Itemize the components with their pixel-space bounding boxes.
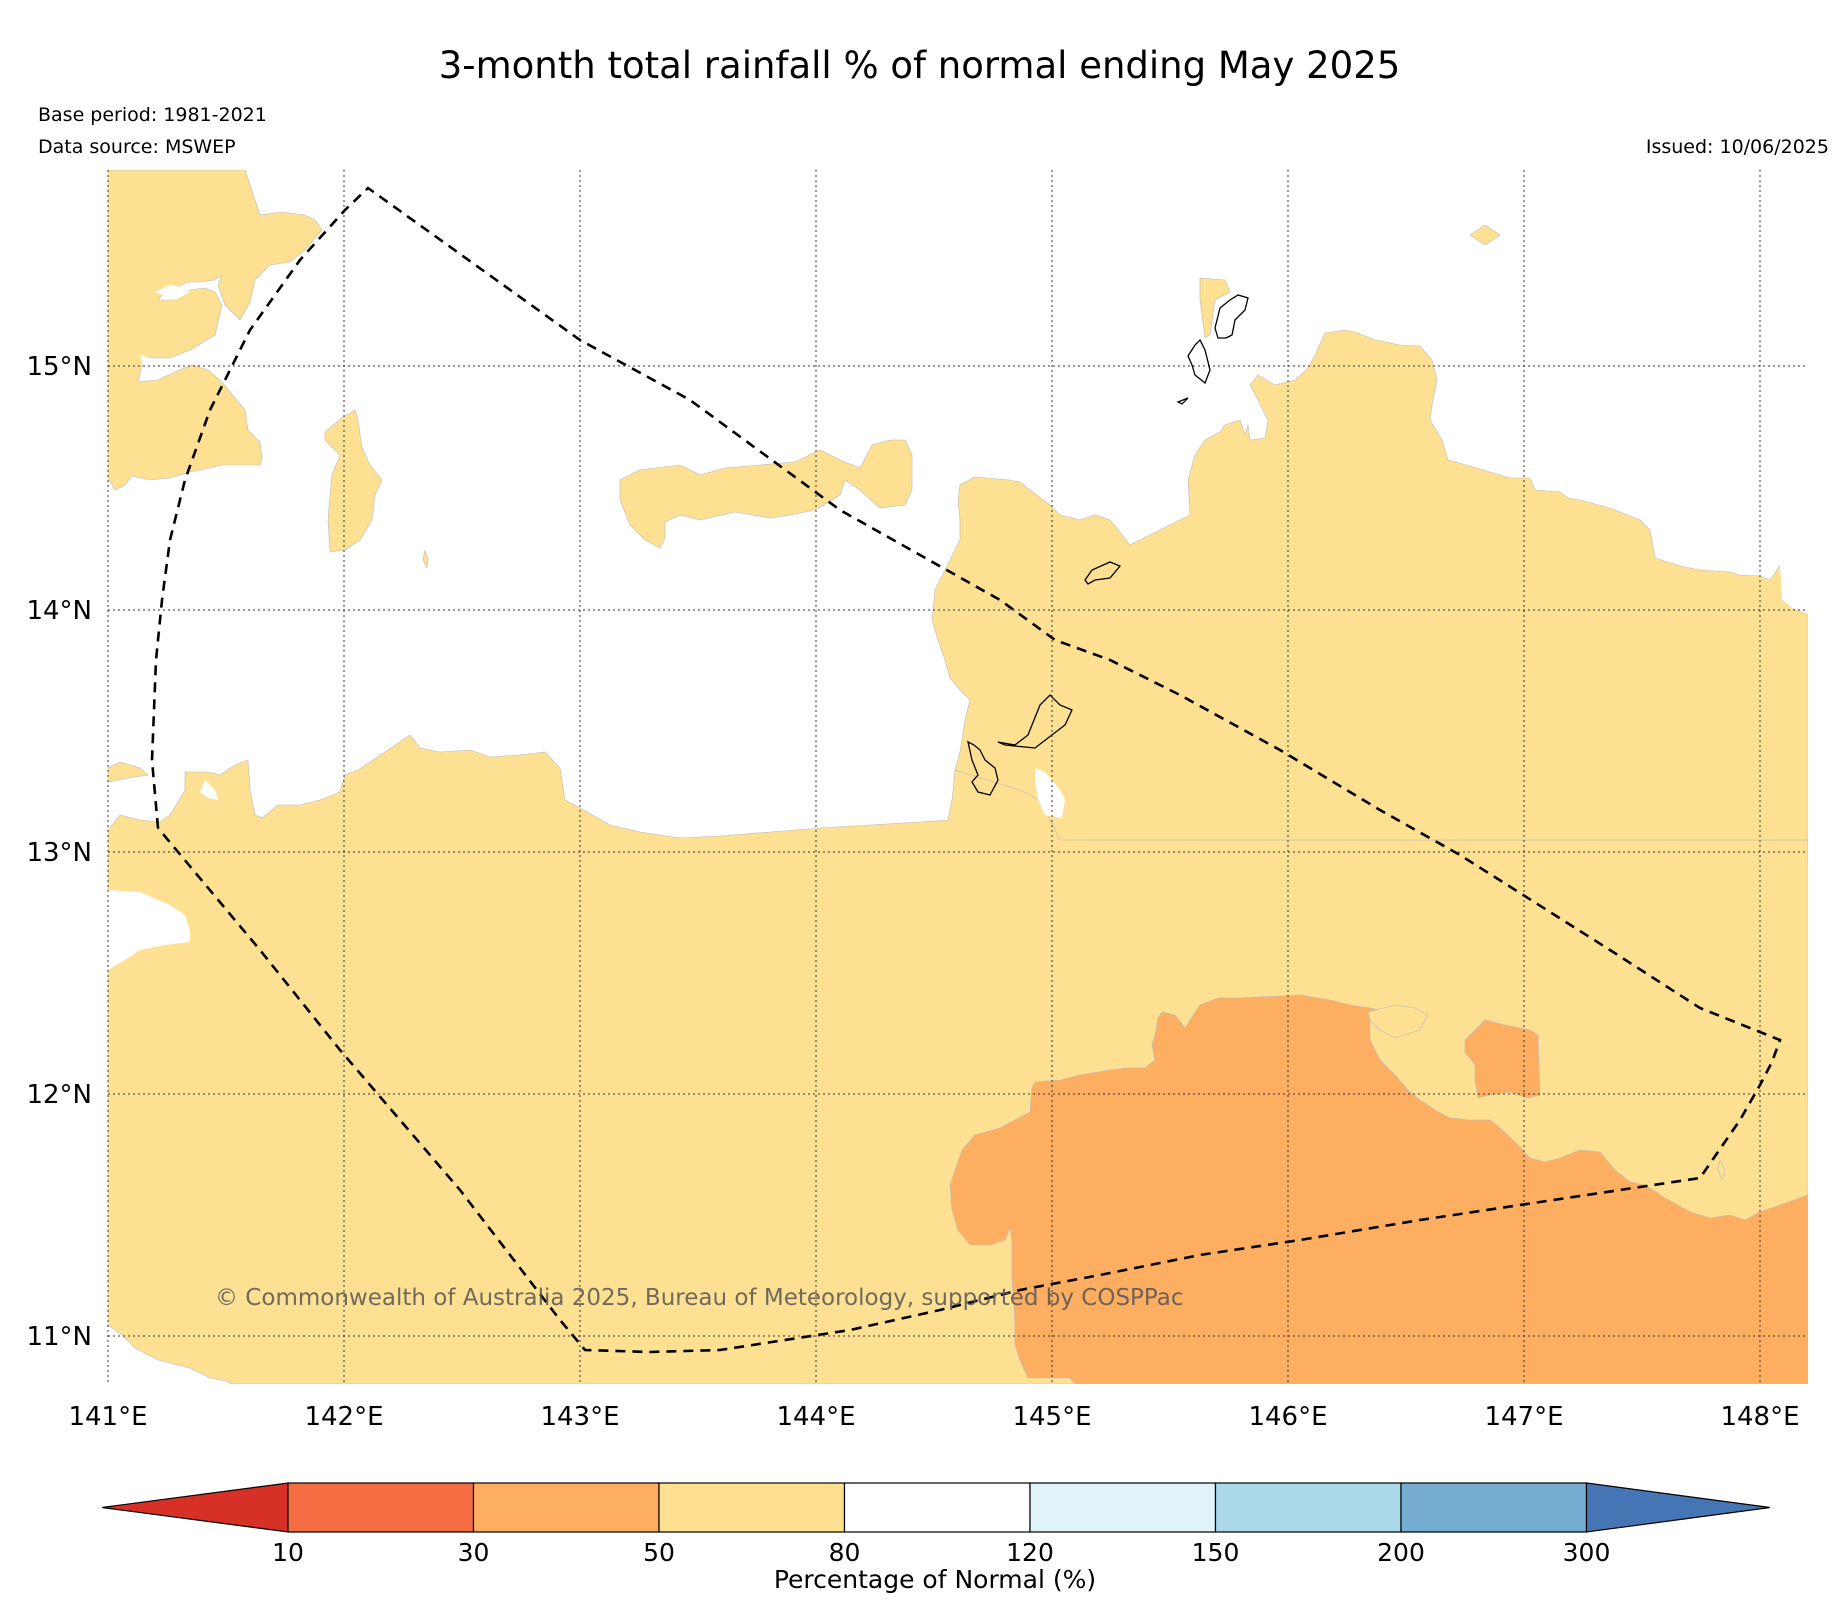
lon-label: 143°E: [540, 1402, 619, 1432]
lat-label: 14°N: [26, 596, 92, 626]
lat-labels: 15°N 14°N 13°N 12°N 11°N: [26, 352, 92, 1352]
zone-below-normal-island-1: [324, 409, 383, 553]
colorbar-tick-label: 120: [1006, 1538, 1054, 1567]
graticule: [107, 170, 1808, 1384]
colorbar-tick-label: 10: [272, 1538, 304, 1567]
lon-label: 145°E: [1012, 1402, 1091, 1432]
colorbar: 10 30 50 80 120 150 200 300 Percentage of Norma…: [101, 1482, 1771, 1594]
zone-below-normal-islet: [422, 549, 429, 570]
lon-labels: 141°E 142°E 143°E 144°E 145°E 146°E 147°…: [68, 1402, 1799, 1432]
island-saipan-outline: [1176, 294, 1249, 405]
copyright-note: © Commonwealth of Australia 2025, Bureau…: [215, 1285, 1184, 1311]
colorbar-segment: [472, 1482, 660, 1533]
lat-label: 13°N: [26, 838, 92, 868]
colorbar-tick-label: 50: [643, 1538, 675, 1567]
colorbar-segment: [658, 1482, 846, 1533]
colorbar-segment: [1400, 1482, 1588, 1533]
lon-label: 146°E: [1248, 1402, 1327, 1432]
issued-date: Issued: 10/06/2025: [1645, 136, 1829, 158]
lon-label: 147°E: [1484, 1402, 1563, 1432]
colorbar-segment: [843, 1482, 1031, 1533]
zone-below-normal-islet-2: [1469, 224, 1501, 246]
lon-label: 148°E: [1720, 1402, 1799, 1432]
zone-below-normal-east: [931, 329, 1808, 841]
zone-below-normal-band: [619, 439, 913, 549]
lat-label: 12°N: [26, 1080, 92, 1110]
lat-label: 11°N: [26, 1322, 92, 1352]
page-title: 3-month total rainfall % of normal endin…: [438, 44, 1401, 87]
colorbar-segment: [1029, 1482, 1217, 1533]
island-guam-outline: [967, 694, 1073, 796]
colorbar-segment: [287, 1482, 475, 1533]
zone-well-below-normal-patch: [1464, 1019, 1541, 1099]
colorbar-segment: [1214, 1482, 1402, 1533]
colorbar-tick-label: 150: [1192, 1538, 1240, 1567]
island-rota-outline: [1084, 561, 1122, 585]
base-period: Base period: 1981-2021: [38, 104, 267, 126]
zone-below-normal-islet-3: [1199, 277, 1231, 339]
lon-label: 144°E: [776, 1402, 855, 1432]
colorbar-tick-label: 200: [1377, 1538, 1425, 1567]
boundary-dashed: [150, 186, 1782, 1354]
data-source: Data source: MSWEP: [38, 136, 236, 158]
colorbar-extend-high: [1585, 1482, 1771, 1533]
zone-below-normal-islet-4: [108, 761, 149, 783]
lon-label: 142°E: [304, 1402, 383, 1432]
colorbar-tick-label: 300: [1563, 1538, 1611, 1567]
colorbar-tick-label: 80: [829, 1538, 861, 1567]
zone-well-below-normal: [949, 994, 1808, 1384]
colorbar-tick-label: 30: [458, 1538, 490, 1567]
colorbar-label: Percentage of Normal (%): [774, 1565, 1096, 1594]
coastlines: [967, 294, 1249, 796]
colorbar-extend-low: [101, 1482, 289, 1533]
rainfall-map: © Commonwealth of Australia 2025, Bureau…: [26, 170, 1808, 1432]
zone-below-normal-nw: [108, 170, 323, 491]
lon-label: 141°E: [68, 1402, 147, 1432]
lat-label: 15°N: [26, 352, 92, 382]
